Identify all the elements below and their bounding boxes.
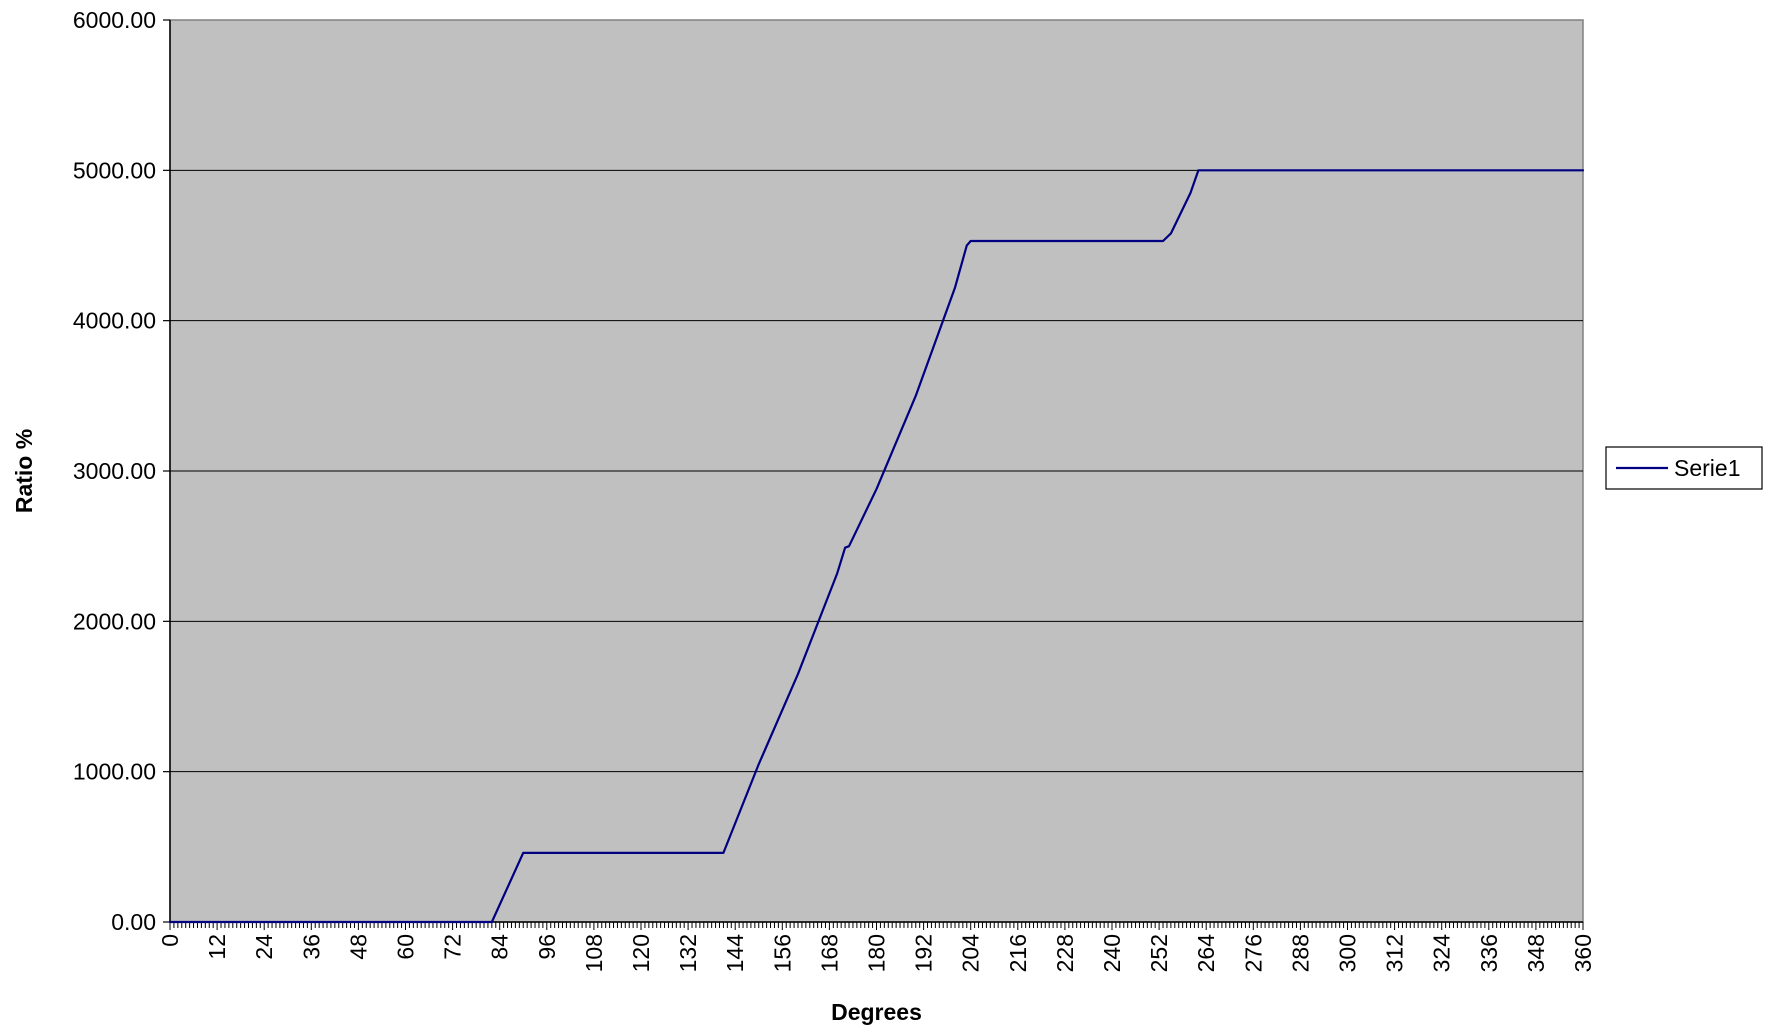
x-tick-label: 36 [298, 934, 324, 960]
x-tick-label: 60 [393, 934, 419, 960]
x-tick-label: 216 [1005, 934, 1031, 972]
x-tick-label: 336 [1476, 934, 1502, 972]
x-tick-label: 120 [628, 934, 654, 972]
y-tick-label: 1000.00 [73, 759, 156, 785]
legend-label-serie1: Serie1 [1674, 455, 1740, 481]
y-tick-label: 4000.00 [73, 308, 156, 334]
x-tick-label: 276 [1240, 934, 1266, 972]
x-tick-label: 240 [1099, 934, 1125, 972]
x-tick-label: 264 [1193, 934, 1219, 973]
x-tick-label: 132 [675, 934, 701, 972]
x-tick-label: 156 [769, 934, 795, 972]
x-tick-label: 144 [722, 934, 748, 973]
x-tick-label: 84 [487, 934, 513, 960]
x-tick-label: 24 [251, 934, 277, 960]
x-tick-label: 96 [534, 934, 560, 960]
x-tick-label: 48 [345, 934, 371, 960]
y-axis-title: Ratio % [11, 429, 37, 513]
x-tick-label: 180 [864, 934, 890, 972]
y-axis-ticks: 0.00 1000.00 2000.00 3000.00 4000.00 5000.00 6… [73, 7, 170, 935]
x-tick-label: 108 [581, 934, 607, 972]
y-tick-label: 2000.00 [73, 608, 156, 634]
x-tick-label: 0 [157, 934, 183, 947]
x-tick-label: 312 [1382, 934, 1408, 972]
x-tick-label: 228 [1052, 934, 1078, 972]
y-tick-label: 0.00 [111, 909, 156, 935]
legend: Serie1 [1605, 446, 1763, 490]
y-tick-label: 3000.00 [73, 458, 156, 484]
y-tick-label: 6000.00 [73, 7, 156, 33]
x-tick-label: 168 [816, 934, 842, 972]
x-tick-label: 360 [1570, 934, 1596, 972]
x-tick-label: 348 [1523, 934, 1549, 972]
x-tick-label: 288 [1287, 934, 1313, 972]
x-tick-label: 72 [440, 934, 466, 960]
x-axis-title: Degrees [831, 999, 922, 1025]
series-line-1 [168, 169, 1585, 924]
series-lines [168, 169, 1585, 924]
x-tick-label: 204 [958, 934, 984, 973]
y-tick-label: 5000.00 [73, 157, 156, 183]
x-axis-ticks: 0 12 24 36 48 60 72 84 96 108 120 132 144 156 168 180 19… [157, 922, 1596, 972]
x-tick-label: 300 [1335, 934, 1361, 972]
x-tick-label: 324 [1429, 934, 1455, 973]
x-tick-label: 252 [1146, 934, 1172, 972]
x-tick-label: 12 [204, 934, 230, 960]
x-tick-label: 192 [911, 934, 937, 972]
